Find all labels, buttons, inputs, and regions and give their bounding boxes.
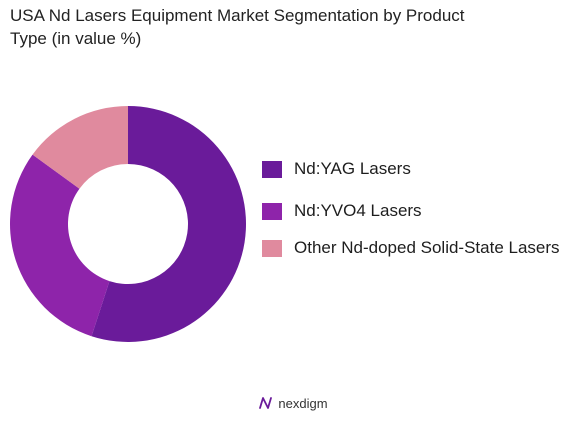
chart-title: USA Nd Lasers Equipment Market Segmentat… bbox=[10, 6, 465, 48]
legend-label-ndyvo4: Nd:YVO4 Lasers bbox=[294, 201, 422, 220]
legend-swatch-ndyvo4 bbox=[262, 203, 282, 220]
donut-slice-1 bbox=[9, 154, 110, 337]
legend-swatch-other bbox=[262, 240, 282, 257]
legend-label-ndyag: Nd:YAG Lasers bbox=[294, 159, 411, 178]
legend-label-other: Other Nd-doped Solid-State Lasers bbox=[294, 238, 560, 257]
footer: nexdigm bbox=[0, 395, 586, 414]
donut-slice-0 bbox=[91, 106, 246, 342]
legend-swatch-ndyag bbox=[262, 161, 282, 178]
nexdigm-logo-icon bbox=[259, 397, 273, 409]
donut-slice-2 bbox=[32, 106, 128, 189]
nexdigm-logo: nexdigm bbox=[258, 395, 328, 411]
brand-name: nexdigm bbox=[278, 395, 328, 411]
